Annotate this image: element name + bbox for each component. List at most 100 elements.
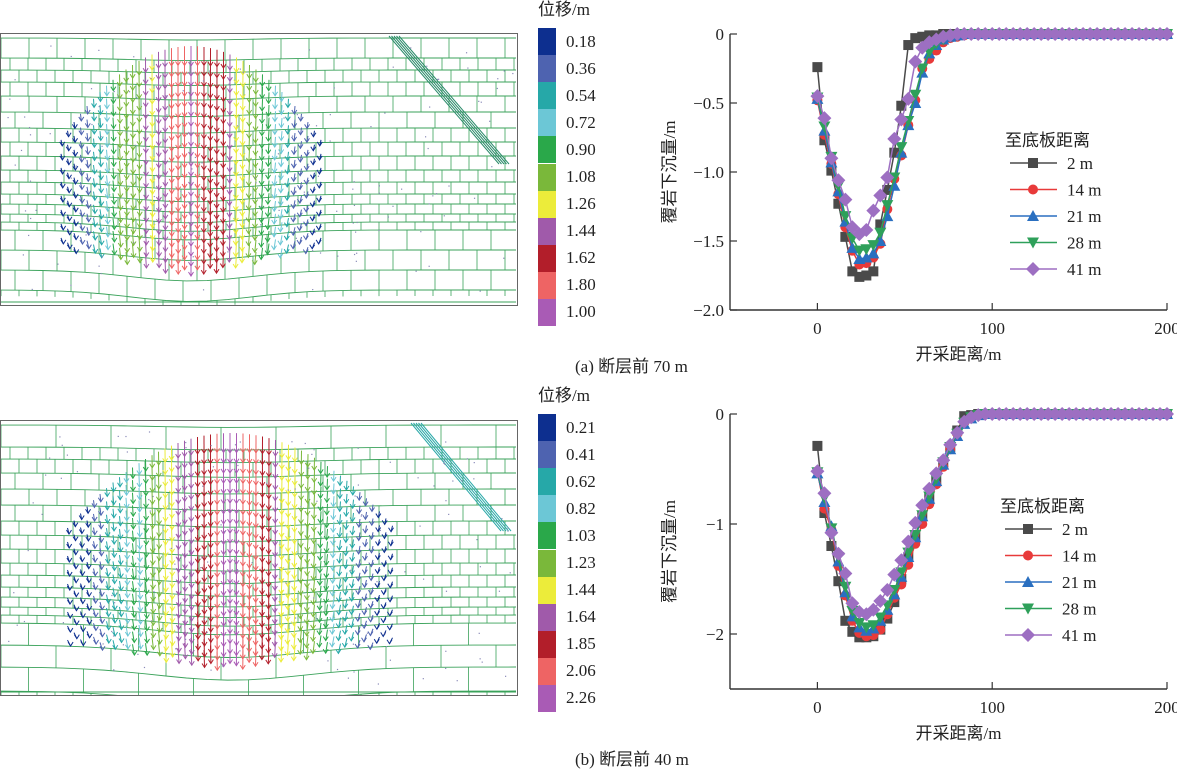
contour-legend-entry: 2.06	[538, 658, 628, 685]
contour-legend-label: 0.54	[566, 86, 596, 106]
legend-label: 28 m	[1062, 600, 1096, 619]
legend-entry: 41 m	[1005, 626, 1096, 645]
contour-color-swatch	[538, 685, 556, 712]
chart-svg: 0−0.5−1.0−1.5−2.00100200开采距离/m覆岩下沉量/m至底板…	[640, 0, 1177, 380]
contour-color-swatch	[538, 441, 556, 468]
contour-legend-label: 0.18	[566, 32, 596, 52]
y-tick-label: 0	[716, 25, 725, 44]
contour-color-swatch	[538, 109, 556, 136]
contour-legend-label: 0.62	[566, 472, 596, 492]
y-tick-label: −2	[706, 625, 724, 644]
displacement-vector-model-b	[0, 420, 518, 696]
legend-entry: 21 m	[1005, 573, 1096, 592]
contour-color-swatch	[538, 658, 556, 685]
legend-label: 41 m	[1062, 626, 1096, 645]
y-tick-label: −0.5	[693, 94, 724, 113]
caption-b: (b) 断层前 40 m	[575, 745, 689, 770]
contour-legend-entry: 1.85	[538, 631, 628, 658]
contour-color-swatch	[538, 468, 556, 495]
legend-title: 至底板距离	[1005, 131, 1090, 150]
contour-legend-entry: 1.44	[538, 218, 628, 245]
x-tick-label: 100	[979, 319, 1005, 338]
y-tick-label: −1.0	[693, 163, 724, 182]
contour-legend-label: 1.26	[566, 194, 596, 214]
x-tick-label: 200	[1154, 319, 1177, 338]
legend-entry: 14 m	[1010, 181, 1101, 200]
legend-entry: 28 m	[1010, 234, 1101, 253]
contour-legend-entry: 1.00	[538, 299, 628, 326]
chart-legend: 至底板距离 2 m 14 m 21 m 28 m 41 m	[1005, 131, 1101, 279]
contour-legend-entry: 0.36	[538, 55, 628, 82]
contour-legend-label: 2.26	[566, 688, 596, 708]
contour-legend-label: 0.72	[566, 113, 596, 133]
contour-legend-label: 2.06	[566, 661, 596, 681]
contour-legend-title: 位移/m	[538, 0, 628, 20]
block-mesh	[1, 425, 516, 695]
series-41m	[810, 27, 1174, 241]
displacement-vector-model-a	[0, 33, 518, 306]
contour-color-swatch	[538, 414, 556, 441]
contour-color-swatch	[538, 55, 556, 82]
y-tick-label: −1.5	[693, 232, 724, 251]
contour-color-swatch	[538, 218, 556, 245]
y-tick-label: −2.0	[693, 301, 724, 320]
legend-marker	[1021, 628, 1035, 642]
contour-legend-entry: 0.72	[538, 109, 628, 136]
data-point	[866, 204, 880, 218]
contour-color-swatch	[538, 604, 556, 631]
contour-legend-label: 0.82	[566, 499, 596, 519]
contour-legend-entry: 1.26	[538, 191, 628, 218]
y-axis-label: 覆岩下沉量/m	[660, 500, 679, 603]
chart-svg: 0−1−20100200开采距离/m覆岩下沉量/m至底板距离2 m14 m21 …	[640, 385, 1177, 768]
contour-legend-label: 0.36	[566, 59, 596, 79]
contour-legend-label: 1.23	[566, 553, 596, 573]
contour-legend-entry: 1.80	[538, 272, 628, 299]
y-tick-label: 0	[716, 405, 725, 424]
series-line	[817, 414, 1167, 614]
legend-entry: 2 m	[1010, 154, 1093, 173]
contour-legend-label: 1.44	[566, 221, 596, 241]
contour-color-swatch	[538, 495, 556, 522]
legend-entry: 28 m	[1005, 600, 1096, 619]
contour-color-swatch	[538, 82, 556, 109]
subsidence-chart-b: 0−1−20100200开采距离/m覆岩下沉量/m至底板距离2 m14 m21 …	[640, 385, 1177, 768]
contour-legend-entry: 0.41	[538, 441, 628, 468]
contour-color-swatch	[538, 272, 556, 299]
contour-legend-entry: 1.08	[538, 163, 628, 190]
contour-color-swatch	[538, 136, 556, 163]
x-axis-label: 开采距离/m	[916, 724, 1002, 743]
legend-entry: 41 m	[1010, 260, 1101, 279]
model-mesh-svg	[1, 421, 516, 695]
legend-marker	[1023, 551, 1033, 561]
contour-legend-b: 位移/m 0.210.410.620.821.031.231.441.641.8…	[538, 386, 628, 712]
contour-legend-entry: 0.54	[538, 82, 628, 109]
data-point	[874, 228, 886, 239]
contour-legend-entry: 0.82	[538, 495, 628, 522]
contour-legend-label: 1.03	[566, 526, 596, 546]
legend-label: 21 m	[1062, 573, 1096, 592]
series-21m	[811, 408, 1173, 636]
legend-entry: 2 m	[1005, 520, 1088, 539]
series-2m	[812, 29, 1172, 282]
contour-legend-entry: 1.44	[538, 577, 628, 604]
x-tick-label: 200	[1154, 698, 1177, 717]
contour-color-swatch	[538, 299, 556, 326]
contour-legend-label: 1.64	[566, 607, 596, 627]
legend-label: 28 m	[1067, 234, 1101, 253]
data-point	[810, 464, 824, 478]
legend-label: 41 m	[1067, 260, 1101, 279]
x-tick-label: 0	[813, 698, 822, 717]
legend-label: 21 m	[1067, 207, 1101, 226]
contour-legend-entry: 0.18	[538, 28, 628, 55]
legend-entry: 21 m	[1010, 207, 1101, 226]
contour-legend-label: 0.21	[566, 418, 596, 438]
contour-color-swatch	[538, 245, 556, 272]
legend-entry: 14 m	[1005, 547, 1096, 566]
legend-label: 2 m	[1067, 154, 1093, 173]
contour-legend-entry: 1.62	[538, 245, 628, 272]
contour-legend-entry: 0.21	[538, 414, 628, 441]
data-point	[812, 441, 822, 451]
y-axis-label: 覆岩下沉量/m	[660, 121, 679, 224]
data-point	[812, 62, 822, 72]
x-tick-label: 100	[979, 698, 1005, 717]
